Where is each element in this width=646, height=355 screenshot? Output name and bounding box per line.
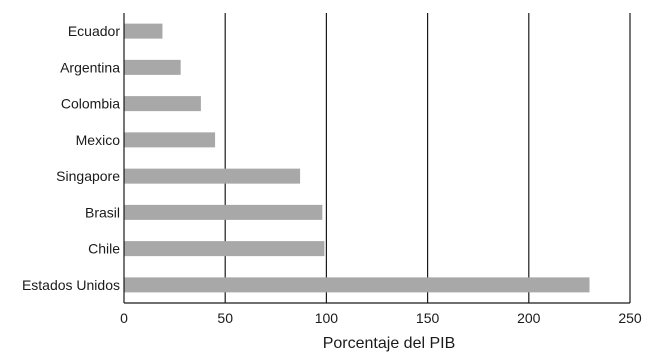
x-tick-label-200: 200 (517, 310, 541, 326)
bar-argentina (124, 59, 181, 75)
category-label-singapore: Singapore (56, 168, 120, 184)
bar-chile (124, 241, 325, 257)
category-label-argentina: Argentina (60, 59, 120, 75)
bar-brasil (124, 204, 323, 220)
bar-singapore (124, 168, 301, 184)
category-label-chile: Chile (88, 241, 120, 257)
category-label-colombia: Colombia (61, 96, 120, 112)
x-axis-title: Porcentaje del PIB (323, 335, 456, 352)
grid-lines (224, 13, 631, 303)
x-tick-label-50: 50 (217, 310, 233, 326)
bar-mexico (124, 132, 216, 148)
x-tick-label-250: 250 (618, 310, 642, 326)
bar-colombia (124, 96, 201, 112)
x-tick-label-0: 0 (120, 310, 128, 326)
category-label-ecuador: Ecuador (68, 23, 120, 39)
bars (124, 23, 590, 293)
category-label-estados-unidos: Estados Unidos (22, 277, 120, 293)
x-tick-label-150: 150 (416, 310, 440, 326)
category-label-brasil: Brasil (85, 204, 120, 220)
bar-estados-unidos (124, 277, 590, 293)
x-tick-label-100: 100 (315, 310, 339, 326)
category-label-mexico: Mexico (76, 132, 121, 148)
bar-ecuador (124, 23, 163, 39)
category-labels: Ecuador Argentina Colombia Mexico Singapore B… (22, 23, 120, 293)
x-tick-labels: 0 50 100 150 200 250 (120, 310, 642, 326)
